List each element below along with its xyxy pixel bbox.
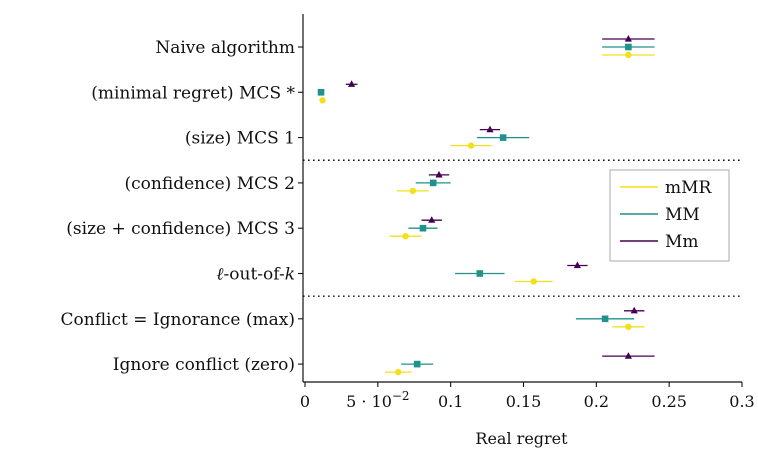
legend-box: [609, 169, 730, 262]
category-label-confidence-mcs-2: (confidence) MCS 2: [125, 174, 295, 194]
data-point: [428, 216, 436, 223]
data-point: [530, 278, 537, 285]
axes: [298, 14, 743, 387]
category-label-ignore-conflict-zero: Ignore conflict (zero): [113, 355, 295, 375]
data-point: [348, 80, 356, 87]
data-point: [625, 43, 632, 51]
category-label-size-mcs-1: (size) MCS 1: [185, 129, 295, 149]
group-separators: [303, 159, 742, 297]
data-point: [395, 368, 402, 376]
data-point: [476, 270, 484, 277]
category-label-out-of-k: ℓ-out-of-k: [216, 265, 295, 285]
legend: mMR MM Mm: [609, 169, 730, 262]
data-point: [486, 125, 494, 133]
x-tick-label: 0.25: [651, 392, 687, 411]
data-point: [601, 315, 609, 323]
data-point: [317, 89, 325, 96]
data-point: [625, 323, 632, 330]
x-tick-label: 0.2: [584, 392, 609, 411]
data-point: [319, 97, 326, 104]
data-point: [435, 170, 443, 178]
legend-item-mm: Mm: [620, 232, 699, 252]
data-point: [624, 352, 632, 359]
series-mm: [317, 43, 655, 368]
data-point: [630, 306, 638, 314]
series-mm: [345, 35, 655, 359]
category-label-conflict-ignorance-max: Conflict = Ignorance (max): [61, 310, 295, 330]
legend-item-mmr: mMR: [620, 178, 713, 198]
category-label-naive-algorithm: Naive algorithm: [155, 38, 295, 58]
data-point: [624, 35, 632, 42]
x-axis-label: Real regret: [475, 429, 568, 448]
data-point: [499, 134, 507, 141]
legend-label: MM: [665, 205, 700, 225]
data-point: [402, 233, 409, 240]
data-point: [429, 179, 437, 187]
x-tick-label: 0.1: [438, 392, 463, 411]
data-point: [467, 142, 475, 149]
data-point: [573, 261, 581, 269]
legend-label: Mm: [665, 232, 699, 252]
x-tick-label: 5 · 10−2: [346, 389, 410, 411]
series-layer: [317, 35, 655, 376]
x-tick-label: 0: [300, 392, 310, 411]
category-label-size-confidence-mcs-3: (size + confidence) MCS 3: [66, 219, 295, 239]
series-mmr: [319, 51, 655, 376]
data-point: [625, 51, 632, 59]
legend-item-mm: MM: [620, 205, 700, 225]
data-point: [409, 187, 416, 195]
legend-label: mMR: [665, 178, 713, 198]
category-label-minimal-regret-mcs: (minimal regret) MCS *: [91, 83, 295, 103]
x-tick-label: 0.15: [506, 392, 542, 411]
x-tick-labels: 0 5 · 10−2 0.1 0.15 0.2 0.25 0.3: [300, 389, 755, 411]
data-point: [413, 360, 421, 368]
category-labels: Naive algorithm (minimal regret) MCS * (si…: [61, 38, 296, 375]
x-tick-label: 0.3: [729, 392, 754, 411]
data-point: [419, 224, 427, 232]
